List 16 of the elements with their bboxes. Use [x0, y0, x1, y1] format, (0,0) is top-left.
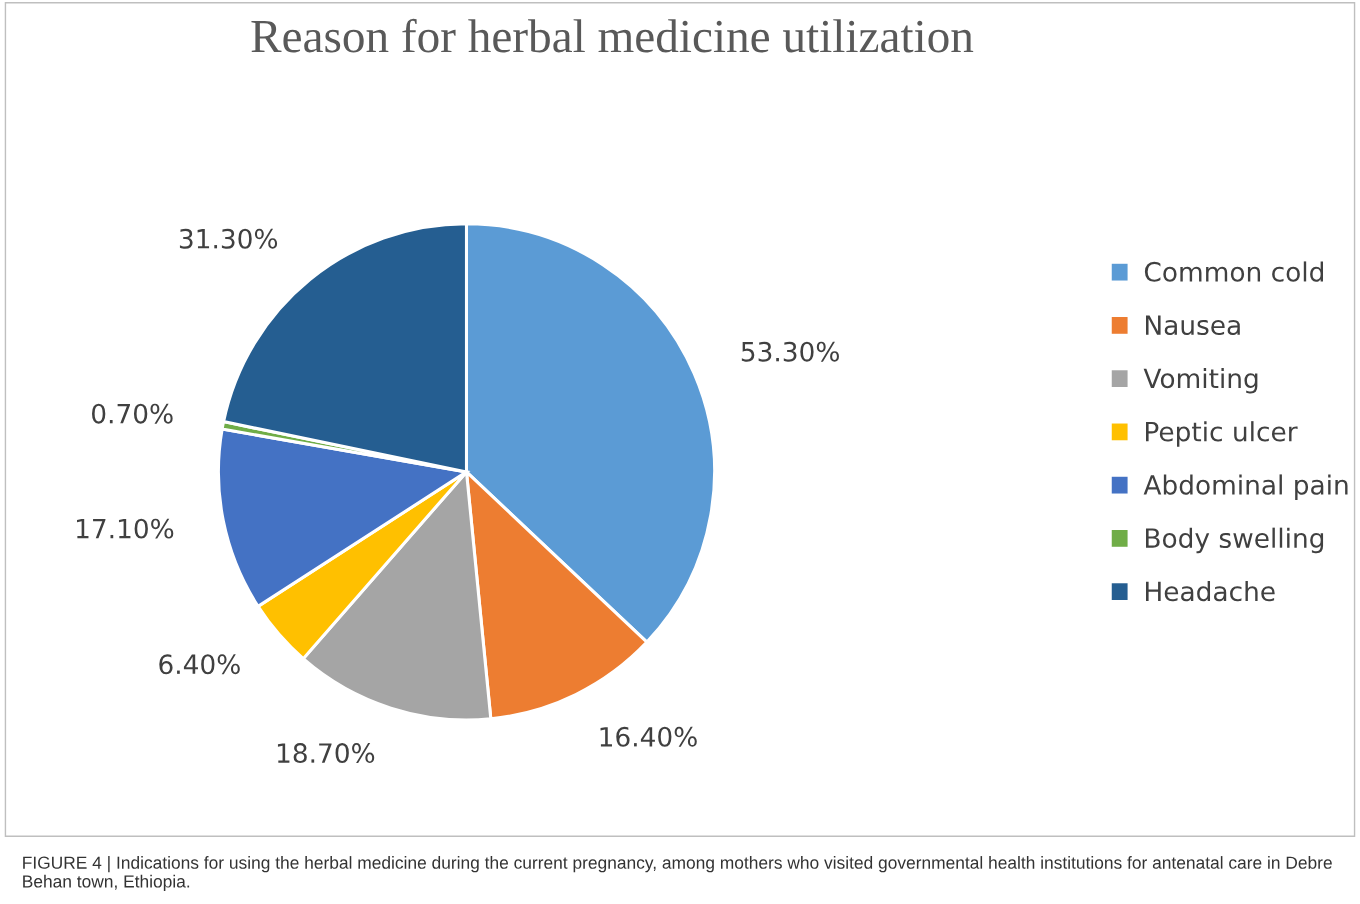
legend-label: Vomiting — [1143, 367, 1258, 394]
data-label: 16.40% — [600, 726, 697, 747]
data-label: 18.70% — [277, 743, 375, 764]
legend-label: Body swelling — [1146, 527, 1324, 554]
legend-label: Abdominal pain — [1143, 474, 1348, 500]
data-label: 6.40% — [159, 654, 240, 675]
chart-title: Reason for herbal medicine utilization — [251, 18, 974, 53]
data-label: 53.30% — [741, 341, 839, 362]
data-label: 31.30% — [179, 228, 278, 249]
legend-label: Nausea — [1146, 315, 1240, 336]
caption: FIGURE 4 | Indications for using the herbal medicine during the current pregnancy, among mothers who visited governmental health institutions for antenatal care in Debre Behan town, Ethiopia. — [23, 856, 1332, 892]
legend-label: Common cold — [1144, 261, 1323, 282]
legend-label: Peptic ulcer — [1146, 421, 1298, 447]
data-label: 0.70% — [92, 403, 173, 424]
data-label: 17.10% — [77, 518, 174, 539]
legend-label: Headache — [1146, 580, 1275, 602]
